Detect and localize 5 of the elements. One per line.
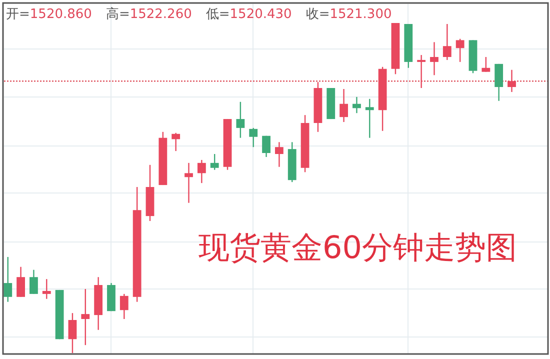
text: 现货黄金60分钟走势图 [198, 230, 517, 266]
text: 高=1522.260 [106, 6, 192, 22]
text: 收=1521.300 [306, 7, 392, 22]
text: 开=1520.860 [6, 7, 92, 22]
text: 低=1520.430 [206, 7, 292, 22]
